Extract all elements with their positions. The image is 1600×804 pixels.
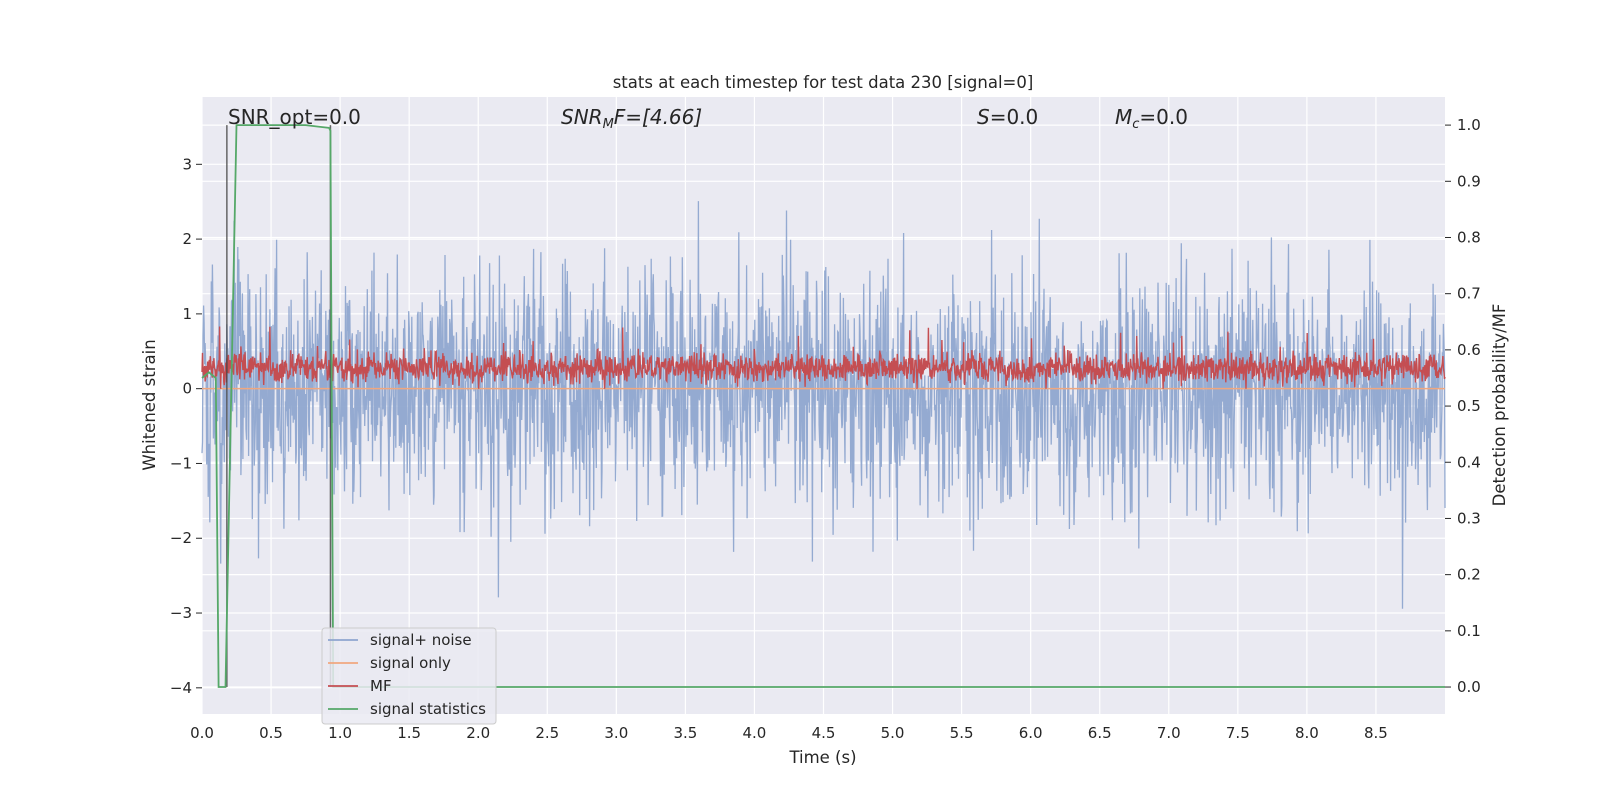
y-tick-label-left: −2	[170, 529, 192, 547]
x-tick-label: 0.0	[190, 724, 214, 742]
x-tick-label: 4.0	[743, 724, 767, 742]
y-tick-label-right: 0.2	[1457, 566, 1481, 584]
y-ticks-right: 1.0 0.9 0.8 0.7 0.6 0.5 0.4 0.3 0.2 0.1 0.0	[1445, 116, 1481, 696]
annotation-snr-mf-value: F=[4.66]	[614, 105, 702, 129]
x-tick-label: 3.5	[673, 724, 697, 742]
x-tick-label: 6.5	[1088, 724, 1112, 742]
x-tick-label: 2.5	[535, 724, 559, 742]
y-axis-label-left: Whitened strain	[140, 339, 159, 470]
x-tick-label: 7.0	[1157, 724, 1181, 742]
legend-label-mf: MF	[370, 677, 392, 695]
y-tick-label-right: 0.5	[1457, 397, 1481, 415]
annotation-snr-opt: SNR_opt=0.0	[228, 105, 361, 129]
annotation-s: S=0.0	[977, 105, 1038, 129]
legend-label-signal-statistics: signal statistics	[370, 700, 486, 718]
series-signal-noise	[201, 201, 1446, 609]
x-tick-label: 4.5	[812, 724, 836, 742]
legend-label-signal-noise: signal+ noise	[370, 631, 472, 649]
y-tick-label-right: 0.4	[1457, 453, 1481, 471]
annotation-mc-symbol: M	[1115, 105, 1132, 129]
y-tick-label-right: 0.7	[1457, 285, 1481, 303]
x-tick-label: 8.5	[1364, 724, 1388, 742]
annotation-snr-mf-subscript: M	[603, 117, 614, 132]
x-tick-label: 2.0	[466, 724, 490, 742]
annotation-snr-mf-symbol: SNR	[561, 105, 603, 129]
x-tick-label: 6.0	[1019, 724, 1043, 742]
y-tick-label-left: 0	[182, 380, 192, 398]
x-tick-label: 8.0	[1295, 724, 1319, 742]
annotation-s-value: =0.0	[990, 105, 1039, 129]
y-tick-label-left: 3	[182, 155, 192, 173]
x-tick-label: 7.5	[1226, 724, 1250, 742]
legend-label-signal-only: signal only	[370, 654, 451, 672]
x-tick-label: 1.5	[397, 724, 421, 742]
y-tick-label-right: 0.9	[1457, 172, 1481, 190]
series-mf	[201, 326, 1446, 389]
y-tick-label-right: 0.3	[1457, 509, 1481, 527]
legend-box	[321, 627, 497, 725]
x-tick-label: 5.5	[950, 724, 974, 742]
y-tick-label-left: −1	[170, 454, 192, 472]
y-ticks-left: 3 2 1 0 −1 −2 −3 −4	[170, 155, 202, 697]
y-tick-label-right: 0.1	[1457, 622, 1481, 640]
x-ticks: 0.0 0.5 1.0 1.5 2.0 2.5 3.0 3.5 4.0 4.5 5.0 5.5 6.0 6…	[190, 724, 1388, 742]
x-tick-label: 0.5	[259, 724, 283, 742]
annotation-mc-value: =0.0	[1139, 105, 1188, 129]
annotation-mc-subscript: c	[1132, 117, 1139, 132]
y-tick-label-right: 0.6	[1457, 341, 1481, 359]
y-tick-label-left: −4	[170, 679, 192, 697]
annotation-snr-mf: SNRMF=[4.66]	[561, 105, 702, 132]
annotation-mc: Mc=0.0	[1115, 105, 1188, 132]
legend: signal+ noise signal only MF signal stat…	[321, 627, 497, 725]
y-tick-label-left: −3	[170, 604, 192, 622]
x-axis-label: Time (s)	[788, 748, 856, 767]
y-tick-label-right: 0.0	[1457, 678, 1481, 696]
y-axis-label-right: Detection probability/MF	[1490, 304, 1509, 507]
x-tick-label: 1.0	[328, 724, 352, 742]
y-tick-label-right: 0.8	[1457, 228, 1481, 246]
y-tick-label-right: 1.0	[1457, 116, 1481, 134]
x-tick-label: 5.0	[881, 724, 905, 742]
annotation-s-symbol: S	[977, 105, 990, 129]
chart-title: stats at each timestep for test data 230…	[613, 73, 1034, 92]
y-tick-label-left: 1	[182, 305, 192, 323]
y-tick-label-left: 2	[182, 230, 192, 248]
x-tick-label: 3.0	[604, 724, 628, 742]
